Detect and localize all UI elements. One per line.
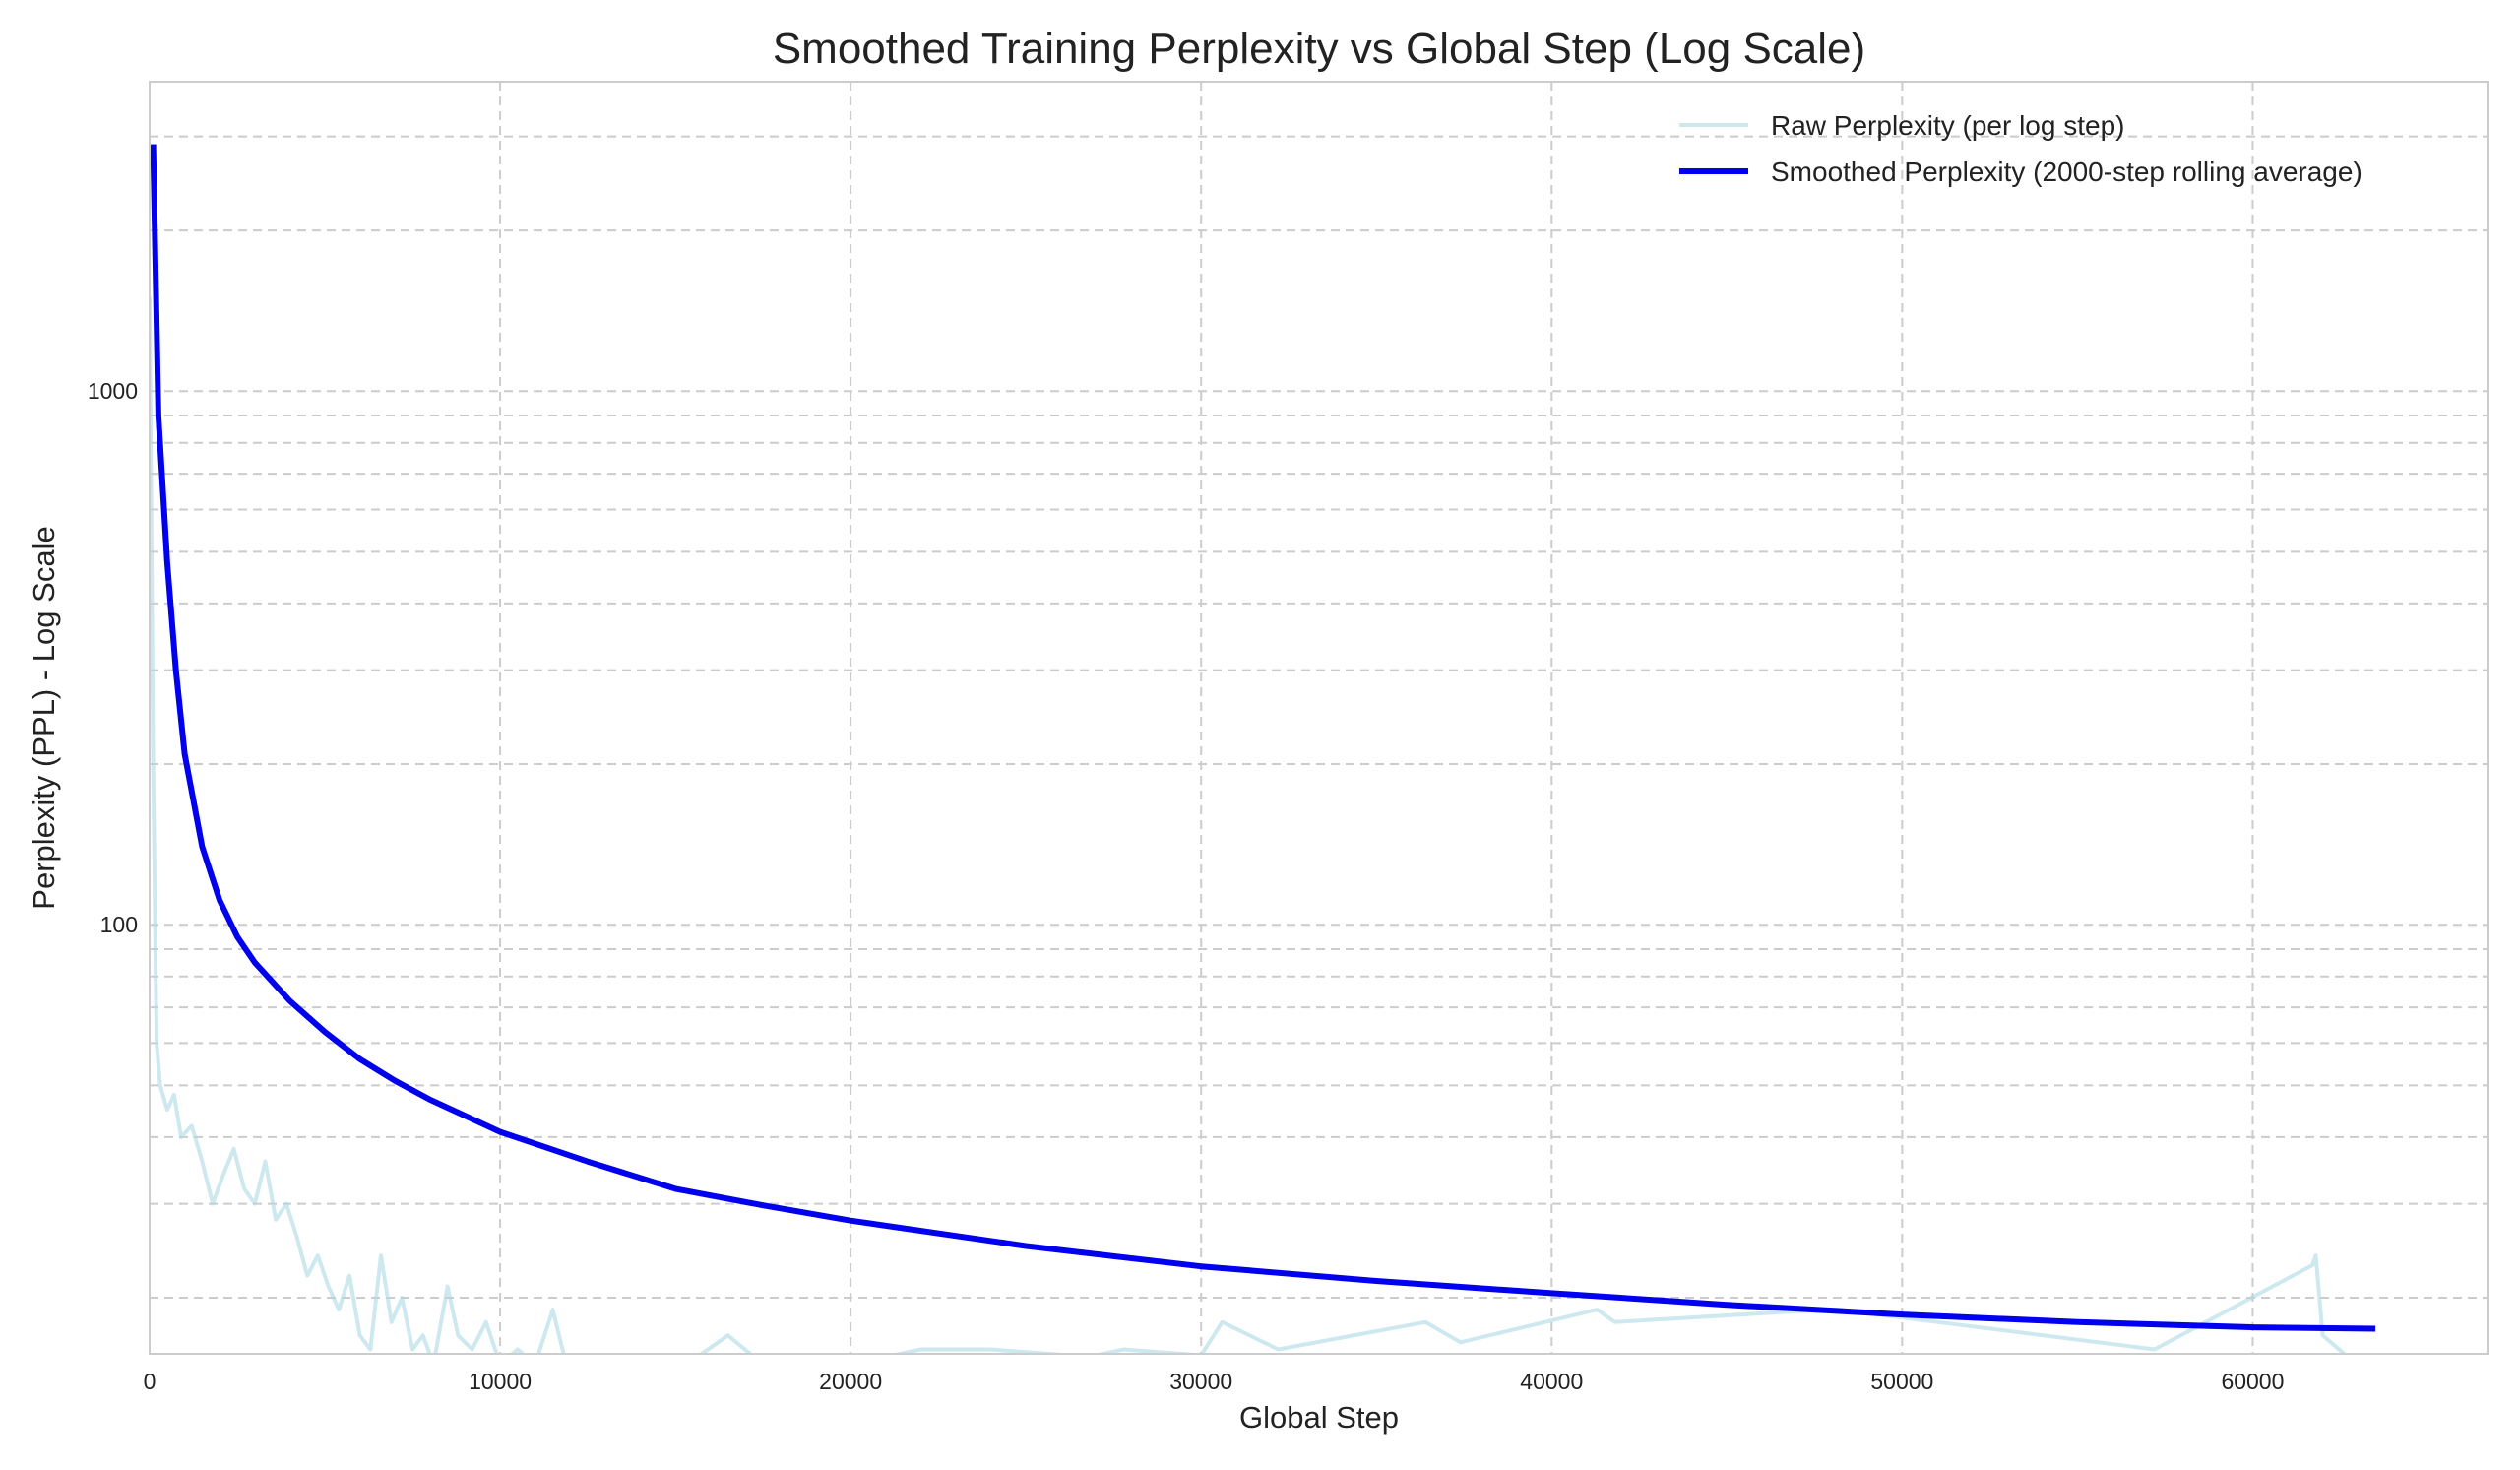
smoothed-perplexity-line <box>150 144 2376 1332</box>
y-tick-label: 100 <box>100 912 138 937</box>
grid <box>150 82 2488 1354</box>
raw-perplexity-line <box>150 296 2348 1354</box>
series-group <box>150 144 2376 1354</box>
x-tick-label: 10000 <box>469 1369 532 1394</box>
x-tick-label: 60000 <box>2221 1369 2284 1394</box>
x-tick-label: 20000 <box>819 1369 882 1394</box>
x-tick-label: 30000 <box>1169 1369 1232 1394</box>
legend-raw-label: Raw Perplexity (per log step) <box>1771 110 2124 141</box>
x-tick-label: 50000 <box>1870 1369 1933 1394</box>
x-tick-label: 40000 <box>1520 1369 1583 1394</box>
chart-title: Smoothed Training Perplexity vs Global S… <box>773 25 1865 73</box>
legend-smoothed-label: Smoothed Perplexity (2000-step rolling a… <box>1771 157 2362 187</box>
y-axis-label: Perplexity (PPL) - Log Scale <box>27 526 61 909</box>
x-tick-label: 0 <box>144 1369 157 1394</box>
x-axis-label: Global Step <box>1239 1400 1399 1435</box>
legend: Raw Perplexity (per log step) Smoothed P… <box>1679 110 2362 187</box>
y-ticks: 100 1000 <box>88 378 138 937</box>
y-tick-label: 1000 <box>88 378 138 404</box>
x-ticks: 0 10000 20000 30000 40000 50000 60000 <box>144 1369 2285 1394</box>
plot-frame <box>149 81 2488 1355</box>
